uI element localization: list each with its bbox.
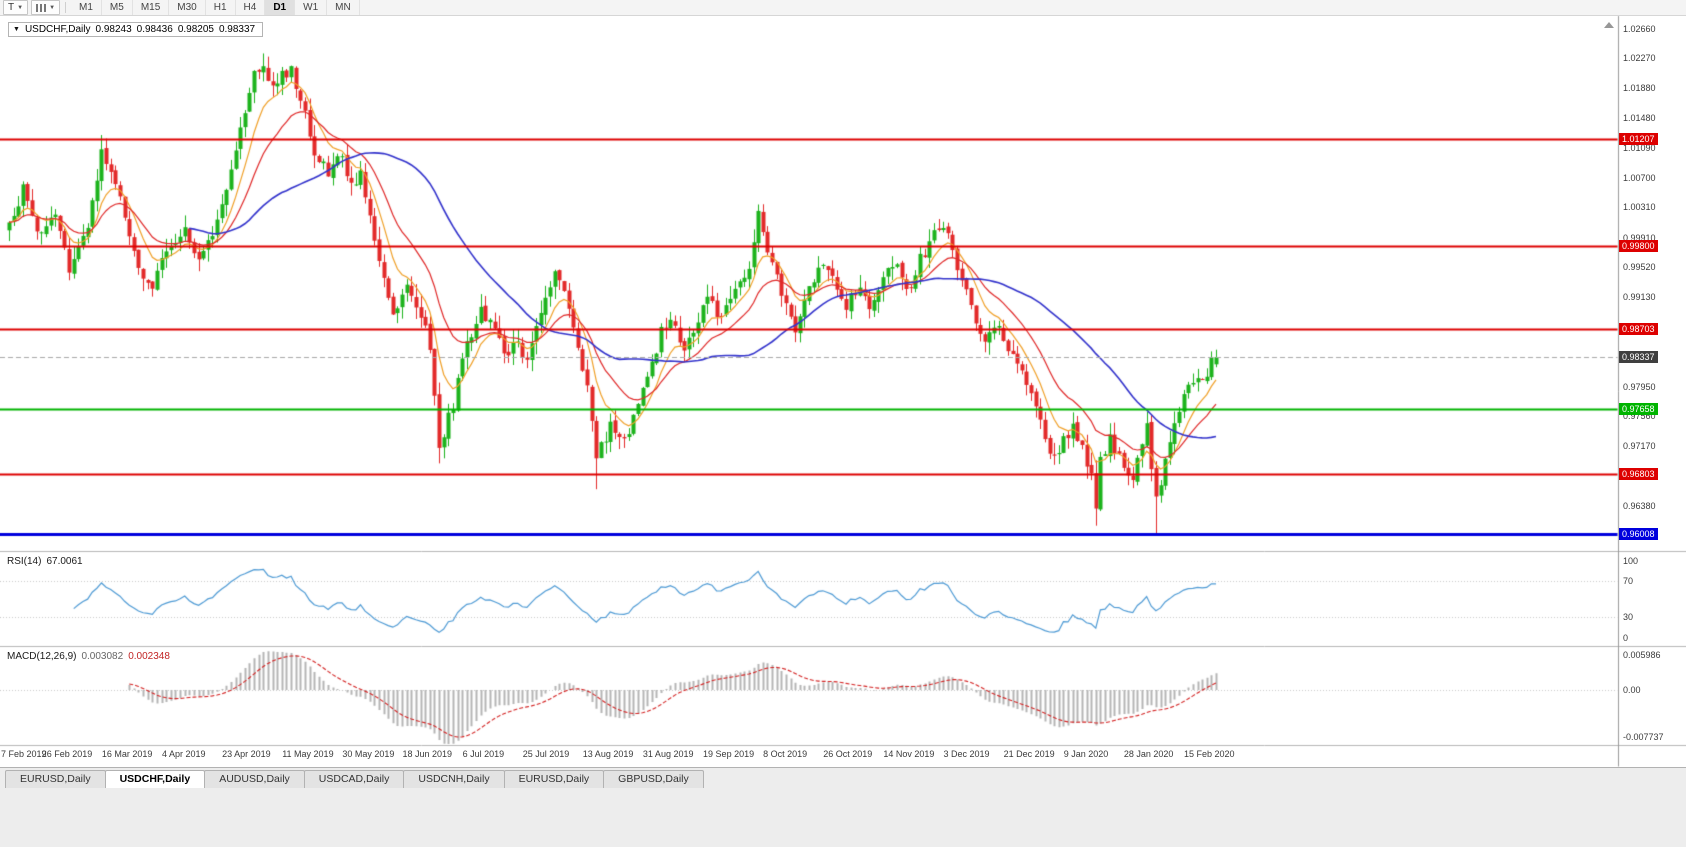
rsi-indicator-label: RSI(14) 67.0061 [7, 556, 83, 567]
templates-button[interactable]: T ▼ [3, 0, 29, 15]
timeframe-button-m15[interactable]: M15 [133, 0, 170, 15]
chart-symbol-label: USDCHF,Daily [24, 24, 91, 35]
chevron-down-icon: ▼ [49, 4, 56, 11]
timeframe-button-mn[interactable]: MN [327, 0, 360, 15]
ohlc-high-value: 0.98436 [136, 24, 173, 35]
timeframe-buttons-group: M1 M5 M15 M30 H1 H4 D1 W1 MN [71, 0, 360, 15]
timeframe-button-m30[interactable]: M30 [169, 0, 206, 15]
ohlc-open-value: 0.98243 [95, 24, 132, 35]
tab-usdcnh-daily[interactable]: USDCNH,Daily [403, 770, 505, 788]
ohlc-close-value: 0.98337 [218, 24, 256, 35]
rsi-name: RSI(14) [7, 556, 42, 567]
macd-main-value: 0.003082 [81, 651, 124, 662]
chart-tab-bar: EURUSD,Daily USDCHF,Daily AUDUSD,Daily USDC… [0, 767, 1686, 788]
timeframe-button-m5[interactable]: M5 [102, 0, 133, 15]
ohlc-low-value: 0.98205 [177, 24, 214, 35]
axis-scroll-arrow-icon [1604, 22, 1614, 28]
tab-usdchf-daily[interactable]: USDCHF,Daily [104, 770, 206, 788]
chart-bars-icon [36, 3, 47, 12]
chart-title-box[interactable]: ▼ USDCHF,Daily 0.98243 0.98436 0.98205 0… [8, 22, 264, 37]
timeframe-button-h1[interactable]: H1 [206, 0, 236, 15]
tab-usdcad-daily[interactable]: USDCAD,Daily [303, 770, 405, 788]
tab-eurusd-daily[interactable]: EURUSD,Daily [5, 770, 106, 788]
toolbar: T ▼ ▼ M1 M5 M15 M30 H1 H4 D1 W1 MN [0, 0, 1686, 16]
templates-button-label: T [8, 2, 15, 13]
toolbar-separator [65, 2, 67, 13]
timeframe-button-d1[interactable]: D1 [265, 0, 296, 15]
tab-audusd-daily[interactable]: AUDUSD,Daily [204, 770, 305, 788]
macd-name: MACD(12,26,9) [7, 651, 77, 662]
macd-indicator-label: MACD(12,26,9) 0.003082 0.002348 [7, 651, 170, 662]
macd-signal-value: 0.002348 [128, 651, 170, 662]
timeframe-button-h4[interactable]: H4 [236, 0, 266, 15]
tab-gbpusd-daily[interactable]: GBPUSD,Daily [603, 770, 704, 788]
chart-tools-dropdown-button[interactable]: ▼ [31, 0, 61, 15]
chevron-down-icon: ▼ [17, 4, 24, 11]
rsi-value: 67.0061 [46, 556, 83, 567]
timeframe-button-m1[interactable]: M1 [71, 0, 102, 15]
collapse-triangle-icon: ▼ [13, 26, 20, 33]
status-area [0, 788, 1686, 847]
timeframe-button-w1[interactable]: W1 [295, 0, 328, 15]
tab-eurusd-daily[interactable]: EURUSD,Daily [503, 770, 605, 788]
